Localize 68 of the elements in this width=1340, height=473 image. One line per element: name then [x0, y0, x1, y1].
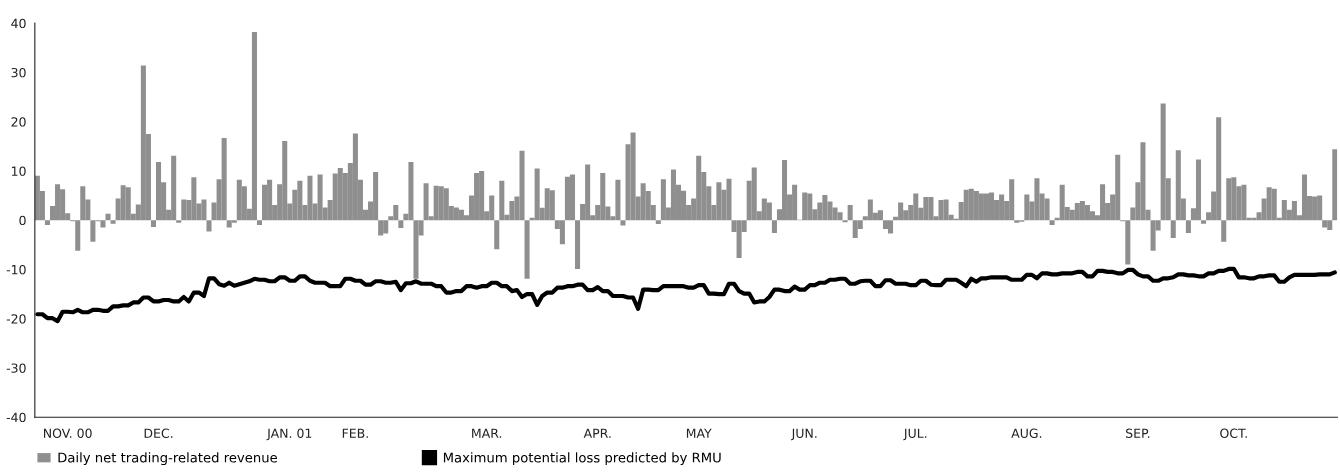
bar: [1226, 178, 1232, 221]
bar: [655, 220, 661, 225]
x-tick-label: SEP.: [1126, 428, 1150, 438]
bar: [802, 192, 808, 221]
bar: [1024, 194, 1030, 221]
y-tick-label: 10: [11, 166, 26, 176]
y-tick-label: 30: [11, 67, 26, 78]
bar: [398, 220, 404, 229]
bar: [256, 220, 263, 226]
bar: [847, 204, 853, 221]
bar: [549, 190, 555, 221]
bar: [176, 220, 182, 223]
y-tick-label: -20: [6, 314, 26, 324]
bar: [575, 220, 581, 269]
bar: [499, 180, 505, 221]
bar: [771, 220, 777, 233]
bar: [1049, 220, 1055, 226]
bar: [1322, 220, 1328, 228]
x-tick-label: AUG.: [1011, 428, 1042, 438]
bar: [181, 199, 187, 221]
x-tick-label: OCT.: [1220, 428, 1247, 438]
bar: [44, 220, 50, 226]
bar: [559, 220, 565, 245]
bar: [882, 220, 889, 230]
bar: [569, 174, 576, 221]
bar: [262, 184, 268, 221]
y-tick-label: 20: [11, 117, 26, 127]
bar: [877, 210, 883, 221]
bar: [1301, 174, 1308, 221]
bar: [1201, 220, 1207, 224]
bar: [378, 220, 384, 236]
y-tick-label: 40: [11, 18, 26, 29]
bar: [156, 162, 162, 221]
bar: [221, 137, 227, 221]
bar: [524, 220, 530, 279]
bar: [988, 192, 995, 221]
x-tick-label: MAR.: [472, 428, 502, 438]
x-tick-label: MAY: [686, 428, 712, 438]
x-tick-label: JAN. 01: [266, 428, 312, 441]
bar: [620, 220, 626, 226]
bar: [1014, 220, 1020, 223]
bar: [494, 220, 500, 250]
bar: [110, 220, 116, 224]
bar: [251, 32, 257, 221]
y-tick-label: -10: [6, 264, 26, 275]
legend-label: Maximum potential loss predicted by RMU: [443, 452, 721, 466]
line-series: [35, 266, 1337, 324]
y-tick-label: -40: [6, 412, 26, 423]
x-tick-label: NOV. 00: [44, 428, 92, 438]
bar: [1195, 159, 1202, 221]
bar: [206, 220, 212, 232]
x-tick-label: APR.: [583, 428, 611, 438]
bar: [90, 220, 96, 242]
bar: [80, 186, 86, 221]
x-tick-label: JUN.: [790, 428, 817, 441]
bar: [105, 213, 111, 221]
x-tick-label: DEC.: [144, 428, 173, 438]
bar: [766, 202, 772, 221]
x-tick-label: FEB.: [342, 428, 368, 438]
bar: [1170, 220, 1176, 238]
y-tick-label: 0: [19, 215, 26, 226]
bar: [1221, 220, 1227, 242]
legend-label: Daily net trading-related revenue: [58, 452, 278, 466]
y-tick-label: -30: [6, 363, 26, 373]
bar: [1185, 220, 1191, 233]
x-tick-label: JUL.: [903, 428, 927, 441]
bar: [1332, 149, 1338, 221]
bar: [150, 220, 156, 228]
